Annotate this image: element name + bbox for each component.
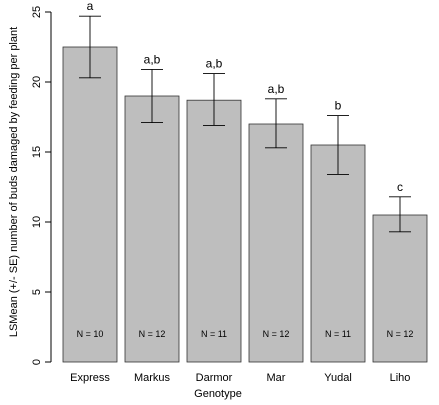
x-tick-label: Markus [134, 372, 171, 384]
significance-label: a [87, 0, 94, 13]
significance-label: a,b [268, 82, 285, 96]
y-axis-title: LSMean (+/- SE) number of buds damaged b… [8, 27, 20, 337]
sample-size-labels: N = 10 N = 12 N = 11 N = 12 N = 11 N = 12 [77, 329, 414, 339]
x-tick-label: Yudal [324, 372, 352, 384]
y-tick-label: 0 [31, 359, 43, 365]
significance-label: a,b [206, 57, 223, 71]
y-tick-label: 20 [31, 76, 43, 88]
significance-label: a,b [144, 52, 161, 66]
x-tick-labels: Express Markus Darmor Mar Yudal Liho [70, 372, 410, 384]
bar [248, 123, 304, 363]
significance-label: b [335, 99, 342, 113]
bar [124, 95, 180, 363]
sample-size-label: N = 12 [263, 329, 290, 339]
y-tick-label: 10 [31, 216, 43, 228]
sample-size-label: N = 10 [77, 329, 104, 339]
bar [372, 214, 428, 363]
significance-labels: a a,b a,b a,b b c [87, 0, 403, 194]
sample-size-label: N = 11 [325, 329, 351, 339]
bar [62, 46, 118, 363]
y-tick-label: 15 [31, 146, 43, 158]
error-bars [79, 15, 411, 233]
y-tick-label: 5 [31, 289, 43, 295]
x-tick-label: Mar [267, 372, 286, 384]
sample-size-label: N = 11 [201, 329, 227, 339]
bar [186, 99, 242, 363]
sample-size-label: N = 12 [387, 329, 414, 339]
sample-size-label: N = 12 [139, 329, 166, 339]
y-axis: 0 5 10 15 20 25 [31, 6, 52, 365]
x-tick-label: Darmor [196, 372, 233, 384]
bar [310, 144, 366, 363]
y-tick-label: 25 [31, 6, 43, 18]
bars [62, 46, 428, 363]
significance-label: c [397, 180, 403, 194]
x-tick-label: Express [70, 372, 110, 384]
x-tick-label: Liho [390, 372, 411, 384]
x-axis-title: Genotype [194, 388, 242, 400]
